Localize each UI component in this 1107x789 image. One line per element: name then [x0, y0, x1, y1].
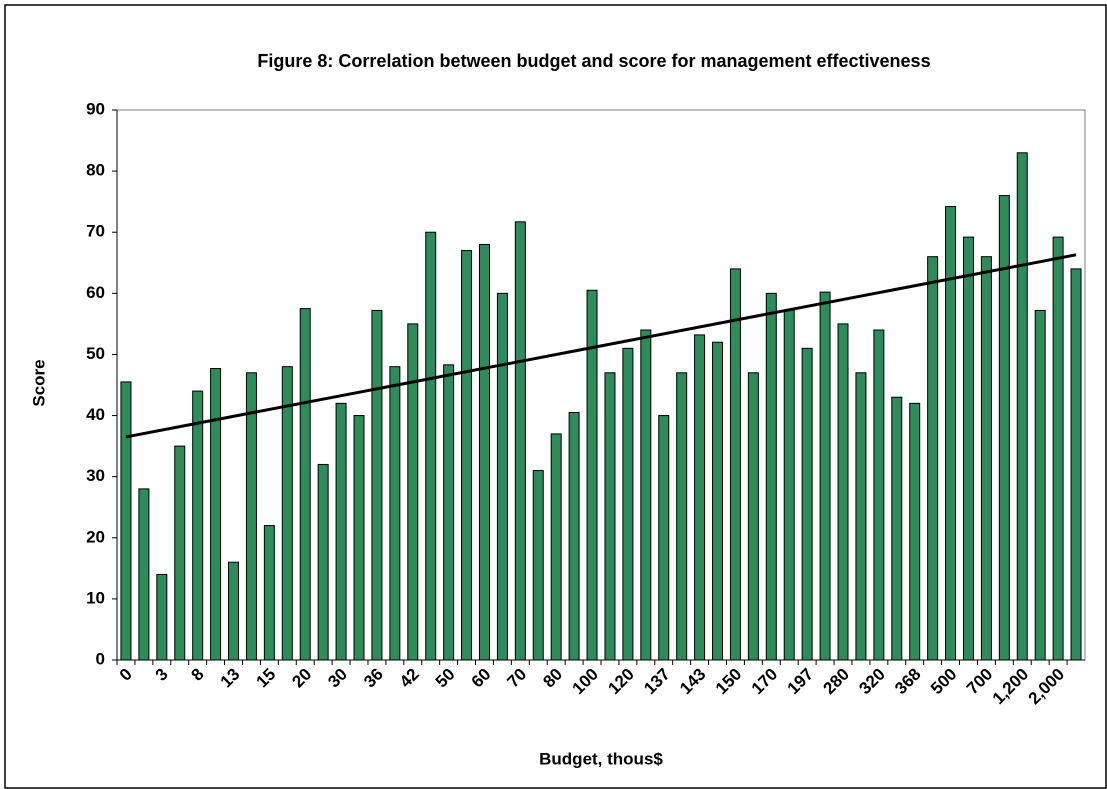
bar — [317, 463, 329, 661]
bar — [676, 372, 688, 661]
bar — [568, 412, 580, 661]
bar — [1034, 309, 1046, 661]
y-tick-label: 30 — [86, 466, 105, 485]
chart-title: Figure 8: Correlation between budget and… — [257, 51, 930, 71]
bar — [855, 372, 867, 661]
y-tick-label: 50 — [86, 344, 105, 363]
bar — [425, 231, 437, 661]
bar — [138, 488, 150, 661]
bar — [245, 372, 257, 661]
bar — [514, 221, 526, 661]
bar — [980, 256, 992, 661]
y-tick-label: 60 — [86, 283, 105, 302]
bar — [1016, 152, 1028, 661]
bar — [873, 329, 885, 661]
bar — [765, 292, 777, 661]
y-tick-label: 0 — [96, 649, 105, 668]
bar — [407, 323, 419, 661]
bar — [1070, 268, 1082, 661]
bar — [478, 243, 490, 661]
bar — [891, 396, 903, 661]
y-axis-label: Score — [29, 359, 48, 406]
bar — [389, 366, 401, 661]
bar — [1052, 236, 1064, 661]
bar — [927, 256, 939, 661]
bar — [801, 347, 813, 661]
bar — [694, 334, 706, 661]
bar — [909, 402, 921, 661]
bar — [747, 372, 759, 661]
bar — [156, 573, 168, 661]
x-axis-label: Budget, thous$ — [539, 749, 663, 768]
bar — [729, 268, 741, 661]
bar — [962, 236, 974, 661]
bar — [586, 289, 598, 661]
bar — [335, 402, 347, 661]
bar — [622, 347, 634, 661]
y-tick-label: 10 — [86, 588, 105, 607]
bar — [783, 309, 795, 661]
bar — [353, 415, 365, 661]
bar — [174, 445, 186, 661]
y-tick-label: 70 — [86, 222, 105, 241]
bar — [604, 372, 616, 661]
y-tick-label: 80 — [86, 161, 105, 180]
bar — [210, 368, 222, 661]
bar — [998, 195, 1010, 661]
bar — [120, 381, 132, 661]
bar — [640, 329, 652, 661]
y-tick-label: 90 — [86, 99, 105, 118]
bar — [550, 433, 562, 661]
y-tick-label: 20 — [86, 527, 105, 546]
bar — [281, 366, 293, 661]
bar — [496, 292, 508, 661]
bar — [443, 364, 455, 661]
bar — [837, 323, 849, 661]
bar — [461, 250, 473, 661]
bar — [712, 341, 724, 661]
bar — [299, 308, 311, 661]
trendline — [125, 253, 1077, 439]
bar — [371, 309, 383, 661]
bar — [192, 390, 204, 661]
y-tick-label: 40 — [86, 405, 105, 424]
bar — [819, 291, 831, 661]
bar — [658, 415, 670, 661]
bar — [263, 525, 275, 661]
bar — [228, 561, 240, 661]
bar — [945, 206, 957, 661]
bar — [532, 470, 544, 661]
